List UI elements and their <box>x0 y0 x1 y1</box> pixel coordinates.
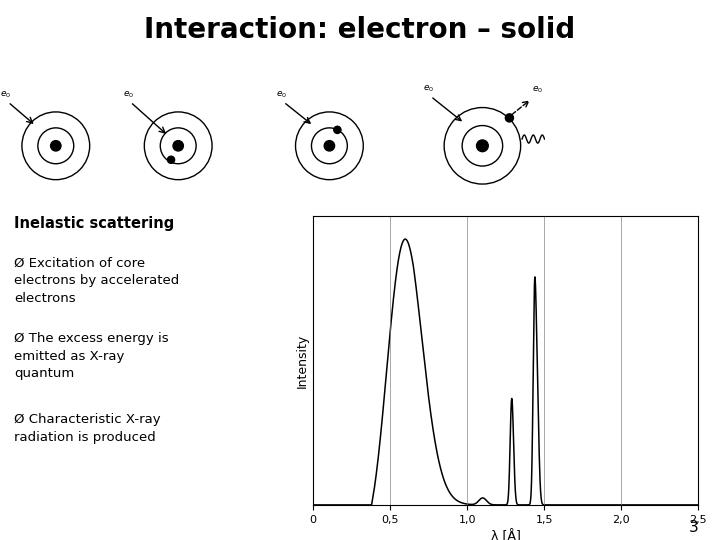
Circle shape <box>173 140 184 151</box>
Circle shape <box>505 114 513 122</box>
Circle shape <box>477 140 488 152</box>
Text: $e_0$: $e_0$ <box>123 90 134 100</box>
Circle shape <box>168 156 175 163</box>
Circle shape <box>324 140 335 151</box>
Text: Ø Excitation of core
electrons by accelerated
electrons: Ø Excitation of core electrons by accele… <box>14 256 180 305</box>
Text: Interaction: electron – solid: Interaction: electron – solid <box>145 16 575 44</box>
Text: Inelastic scattering: Inelastic scattering <box>14 216 175 231</box>
Text: $e_0$: $e_0$ <box>423 84 434 94</box>
X-axis label: λ [Å]: λ [Å] <box>491 530 521 540</box>
Circle shape <box>334 126 341 133</box>
Circle shape <box>50 140 61 151</box>
Text: 3: 3 <box>688 519 698 535</box>
Text: $e_0$: $e_0$ <box>276 90 287 100</box>
Text: $e_0$: $e_0$ <box>1 90 12 100</box>
Text: Ø Characteristic X-ray
radiation is produced: Ø Characteristic X-ray radiation is prod… <box>14 413 161 443</box>
Text: Ø The excess energy is
emitted as X-ray
quantum: Ø The excess energy is emitted as X-ray … <box>14 332 169 380</box>
Text: $e_0$: $e_0$ <box>532 85 543 96</box>
Y-axis label: Intensity: Intensity <box>296 333 309 388</box>
